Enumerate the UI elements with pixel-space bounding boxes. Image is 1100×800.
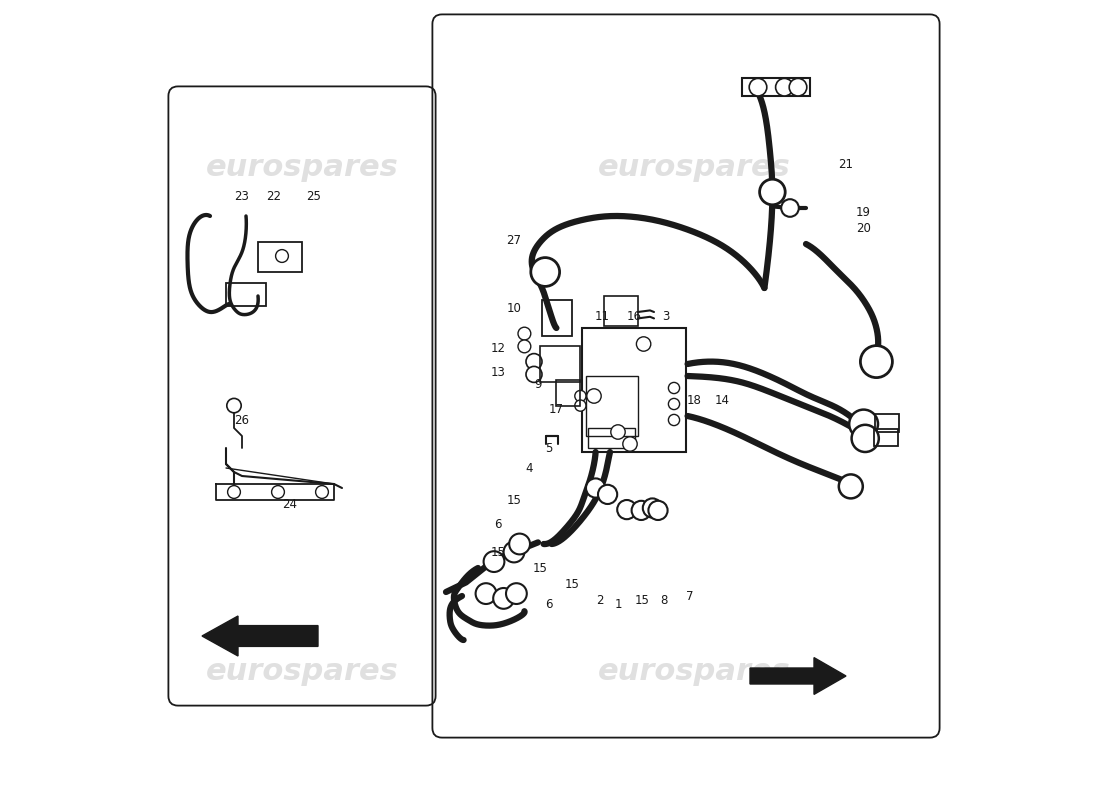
Text: 18: 18 <box>686 394 702 406</box>
Text: 17: 17 <box>549 403 564 416</box>
Text: eurospares: eurospares <box>597 154 791 182</box>
Bar <box>588 428 635 448</box>
Text: 26: 26 <box>234 414 250 426</box>
Circle shape <box>648 501 668 520</box>
Text: 15: 15 <box>491 546 505 558</box>
Text: eurospares: eurospares <box>206 154 398 182</box>
Text: 1: 1 <box>614 598 622 610</box>
Circle shape <box>272 486 285 498</box>
Bar <box>874 429 898 446</box>
Circle shape <box>506 583 527 604</box>
Circle shape <box>316 486 329 498</box>
Text: 5: 5 <box>544 442 552 454</box>
Circle shape <box>669 398 680 410</box>
Circle shape <box>642 498 662 518</box>
Text: 6: 6 <box>544 598 552 610</box>
Circle shape <box>518 327 531 340</box>
Polygon shape <box>750 658 846 694</box>
Circle shape <box>760 179 785 205</box>
Circle shape <box>789 78 806 96</box>
Text: 10: 10 <box>507 302 521 314</box>
Bar <box>540 346 581 382</box>
Circle shape <box>851 425 879 452</box>
Circle shape <box>531 258 560 286</box>
Bar <box>874 414 899 432</box>
Circle shape <box>504 542 525 562</box>
Bar <box>604 296 638 326</box>
Circle shape <box>849 410 878 438</box>
Text: 24: 24 <box>283 498 297 510</box>
Circle shape <box>526 354 542 370</box>
Text: 8: 8 <box>660 594 668 606</box>
Circle shape <box>518 340 531 353</box>
Text: 14: 14 <box>715 394 729 406</box>
Text: 25: 25 <box>307 190 321 202</box>
Text: 6: 6 <box>494 518 502 530</box>
Circle shape <box>637 337 651 351</box>
Text: 7: 7 <box>686 590 694 602</box>
Circle shape <box>669 382 680 394</box>
Text: 21: 21 <box>838 158 854 170</box>
Bar <box>556 380 580 406</box>
Text: 13: 13 <box>491 366 505 378</box>
Text: 15: 15 <box>507 494 521 506</box>
Text: 19: 19 <box>856 206 871 218</box>
Circle shape <box>526 366 542 382</box>
Circle shape <box>586 389 602 403</box>
Bar <box>542 300 572 336</box>
Text: 15: 15 <box>534 562 548 574</box>
Bar <box>582 328 686 452</box>
Circle shape <box>575 390 586 402</box>
Text: 27: 27 <box>506 234 521 246</box>
Circle shape <box>493 588 514 609</box>
Circle shape <box>575 400 586 411</box>
Circle shape <box>276 250 288 262</box>
Polygon shape <box>202 616 318 656</box>
Bar <box>258 242 303 272</box>
Text: eurospares: eurospares <box>206 658 398 686</box>
Text: 15: 15 <box>565 578 580 590</box>
Bar <box>742 78 810 96</box>
Text: 23: 23 <box>234 190 250 202</box>
Circle shape <box>623 437 637 451</box>
Circle shape <box>631 501 651 520</box>
Text: 12: 12 <box>491 342 506 354</box>
Circle shape <box>586 478 605 498</box>
Circle shape <box>475 583 496 604</box>
Circle shape <box>669 414 680 426</box>
Bar <box>226 283 266 306</box>
Text: 4: 4 <box>526 462 534 474</box>
Circle shape <box>509 534 530 554</box>
Text: 15: 15 <box>635 594 649 606</box>
Circle shape <box>839 474 862 498</box>
Circle shape <box>228 486 241 498</box>
Circle shape <box>227 398 241 413</box>
Text: 3: 3 <box>662 310 670 322</box>
Circle shape <box>484 551 505 572</box>
Circle shape <box>610 425 625 439</box>
Circle shape <box>860 346 892 378</box>
Circle shape <box>749 78 767 96</box>
Bar <box>586 376 638 436</box>
Text: 22: 22 <box>266 190 282 202</box>
Text: 20: 20 <box>856 222 871 234</box>
Text: 2: 2 <box>596 594 603 606</box>
Circle shape <box>776 78 793 96</box>
Text: 9: 9 <box>535 378 541 390</box>
Circle shape <box>598 485 617 504</box>
Text: 11: 11 <box>594 310 609 322</box>
Text: 16: 16 <box>627 310 641 322</box>
Text: eurospares: eurospares <box>597 658 791 686</box>
Circle shape <box>781 199 799 217</box>
Circle shape <box>617 500 637 519</box>
